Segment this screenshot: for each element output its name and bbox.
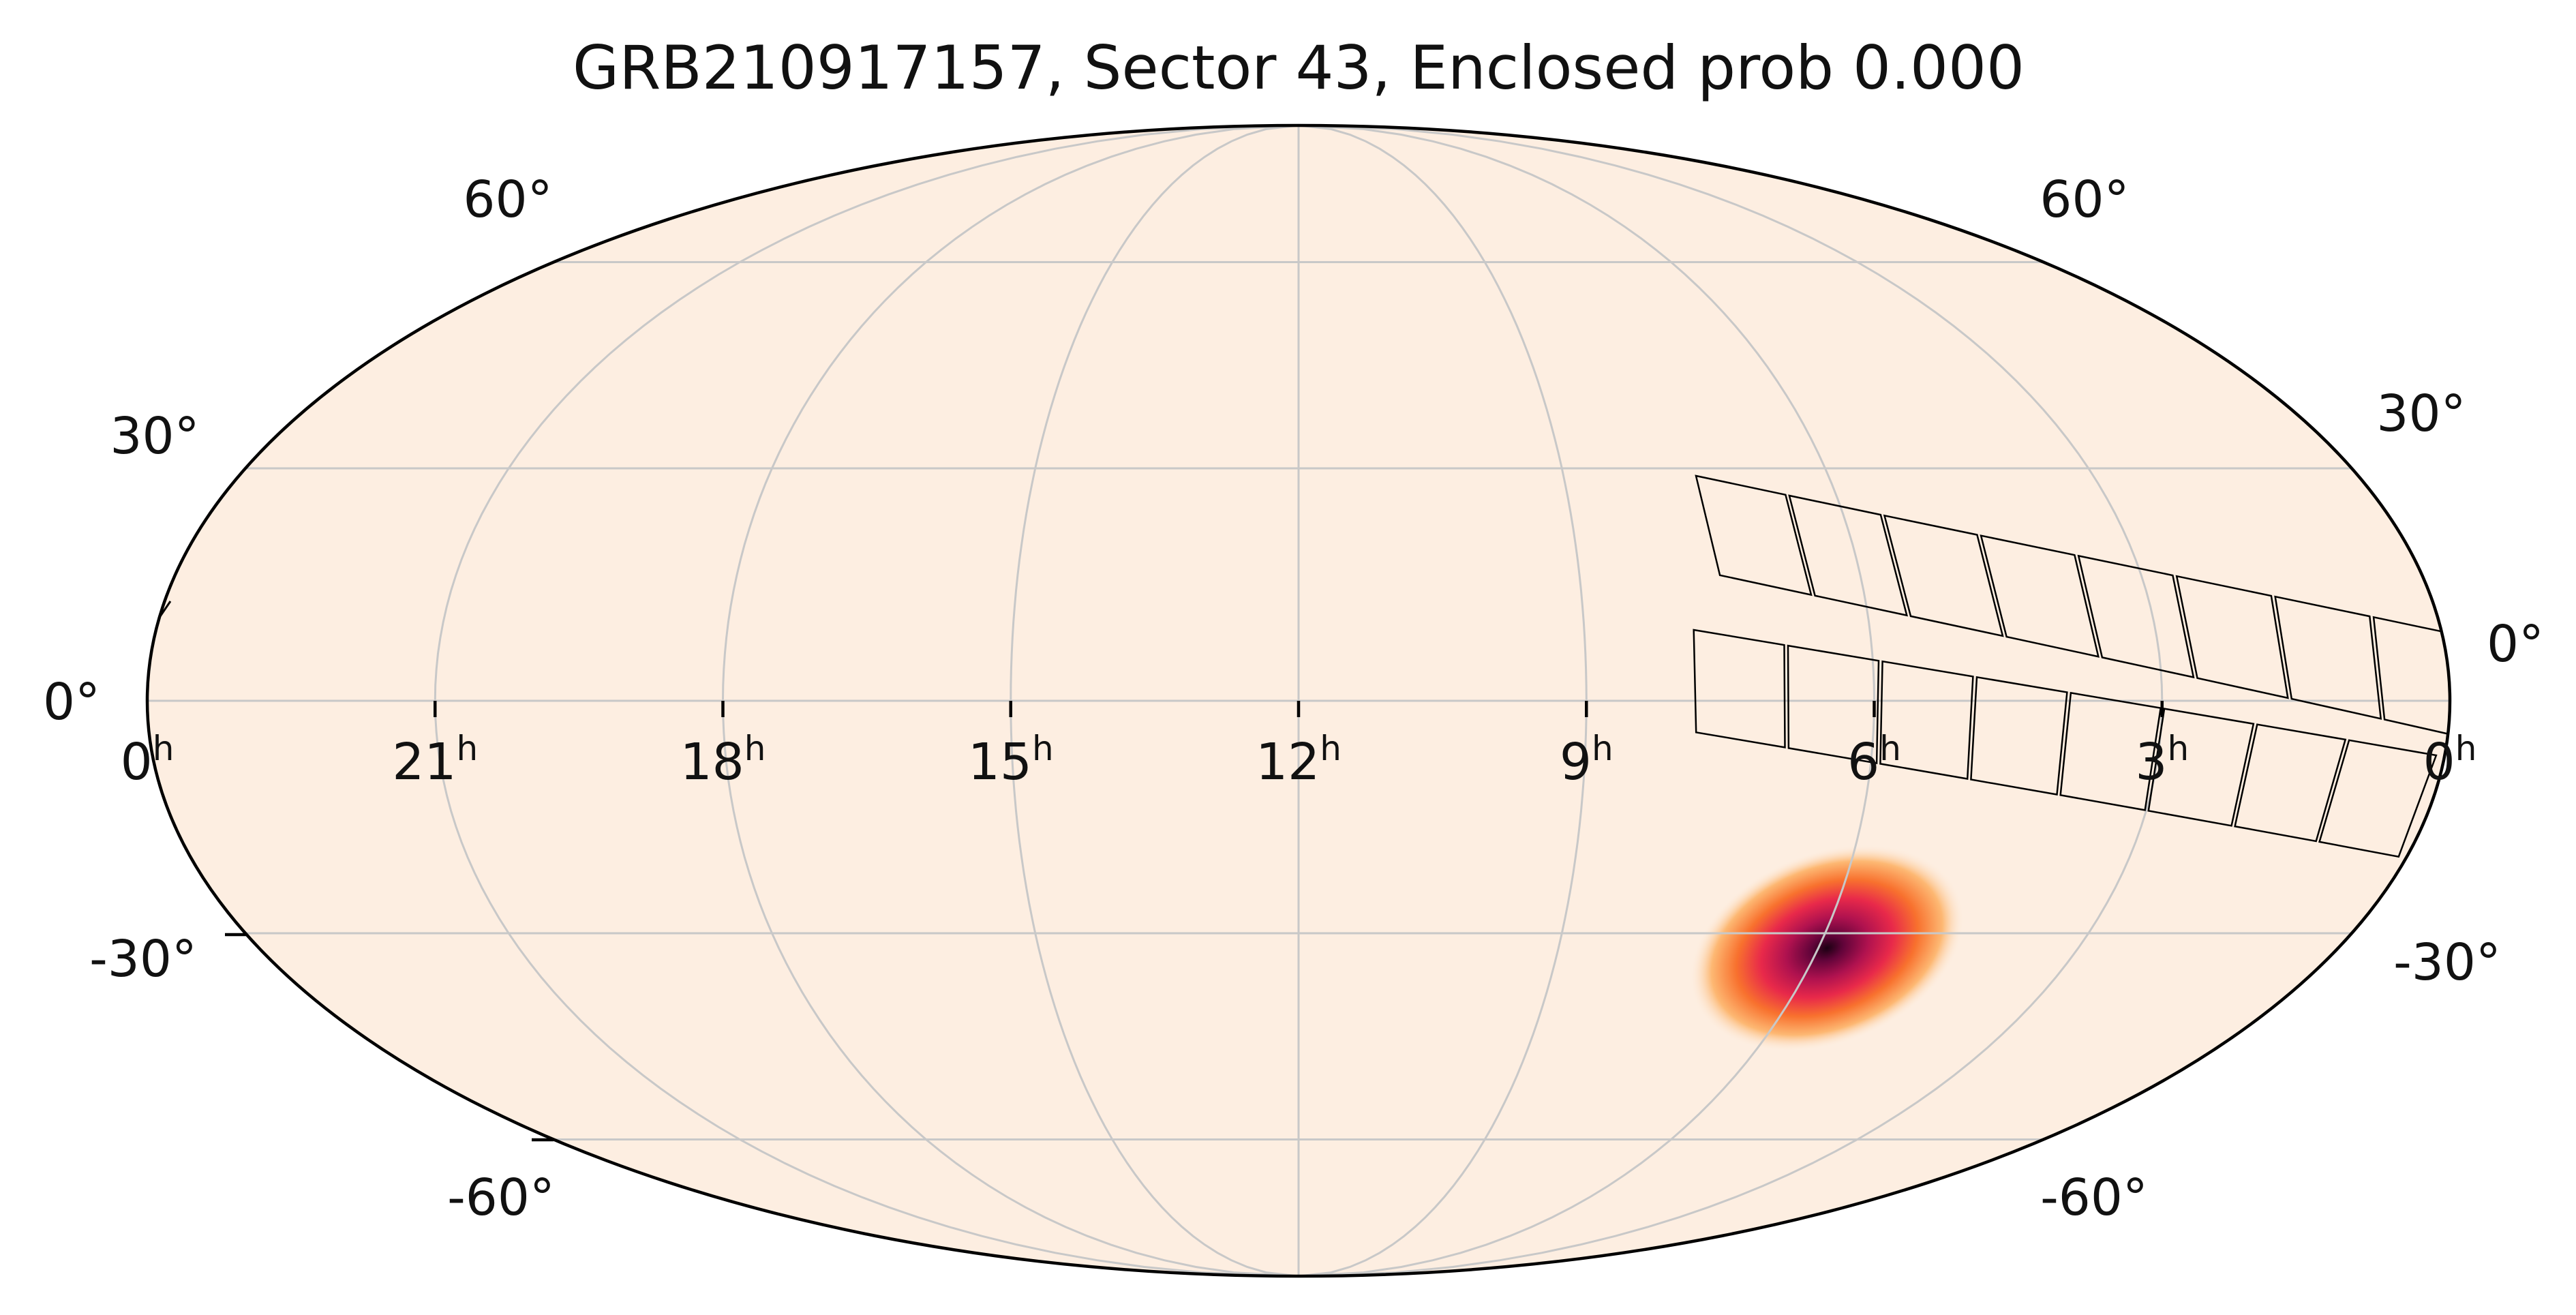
footprint-tile-r1-c6	[2175, 575, 2289, 699]
footprint-tile-r2-c5	[2059, 691, 2162, 811]
dec-label-0-right: 0°	[2487, 615, 2544, 674]
ra-label-3h-7: 3h	[2135, 729, 2189, 791]
dec-label-minus60-left: -60°	[447, 1168, 555, 1227]
footprint-tile-r1-c7	[2274, 595, 2382, 720]
footprint-tile-r2-c3	[1879, 660, 1974, 780]
dec-label-30-right: 30°	[2376, 384, 2466, 443]
footprint-tile-r1-c8	[2372, 616, 2450, 741]
probability-layer	[1689, 844, 1965, 1052]
footprint-tile-r1-c3	[1883, 514, 2004, 637]
footprint-tile-r2-c4	[1970, 676, 2068, 796]
edge-artifact	[157, 601, 172, 619]
dec-labels: 60° 60° 30° 30° 0° 0° -30° -30° -60° -60…	[43, 170, 2544, 1227]
footprint-tile-r1-c1	[1695, 474, 1813, 596]
footprint-tile-r2-c8	[2318, 739, 2438, 858]
probability-region	[1689, 844, 1965, 1052]
map-title: GRB210917157, Sector 43, Enclosed prob 0…	[573, 33, 2025, 103]
footprint-tile-r1-c5	[2077, 554, 2195, 679]
dec-label-minus60-right: -60°	[2040, 1168, 2148, 1227]
ra-label-18h-2: 18h	[680, 729, 766, 791]
footprint-tile-r1-c4	[1980, 534, 2100, 658]
footprint-tile-r2-c1	[1693, 629, 1786, 749]
dec-label-minus30-left: -30°	[89, 930, 197, 988]
dec-label-30-left: 30°	[110, 407, 199, 466]
dec-label-minus30-right: -30°	[2393, 933, 2501, 992]
dec-label-0-left: 0°	[43, 673, 100, 731]
ra-ticks	[434, 701, 2164, 717]
ra-label-12h-4: 12h	[1256, 729, 1342, 791]
dec-ticks	[225, 933, 554, 1142]
footprint-tile-r1-c2	[1788, 494, 1909, 617]
sector-footprint	[1693, 474, 2450, 858]
sky-outline	[145, 123, 2452, 1278]
footprint-tile-r2-c6	[2147, 708, 2255, 827]
footprint-tile-r2-c2	[1787, 644, 1880, 764]
dec-label-60-right: 60°	[2040, 170, 2129, 229]
dec-label-60-left: 60°	[463, 170, 552, 229]
footprint-tile-r2-c7	[2234, 723, 2347, 843]
ra-label-0h-8: 0h	[2423, 729, 2477, 791]
